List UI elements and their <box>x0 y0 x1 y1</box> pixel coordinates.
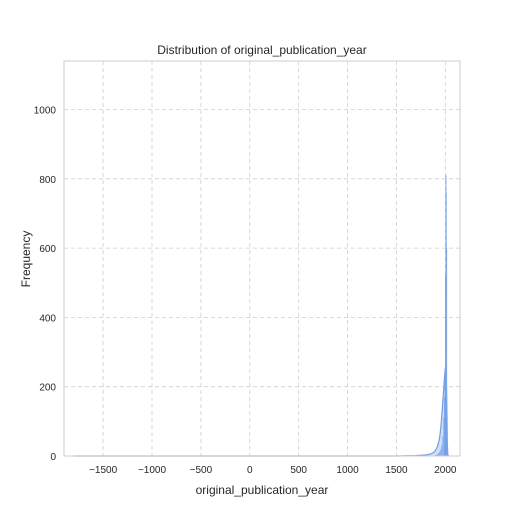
y-axis-label: Frequency <box>19 231 33 288</box>
x-tick-label: −500 <box>190 465 213 476</box>
histogram-bar <box>446 414 448 457</box>
x-tick-label: 1500 <box>385 465 408 476</box>
kde-area <box>73 366 449 456</box>
y-tick-label: 1000 <box>34 106 57 117</box>
x-tick-label: 0 <box>247 465 253 476</box>
kde-line <box>73 366 449 457</box>
chart-title: Distribution of original_publication_yea… <box>157 43 366 57</box>
y-tick-label: 800 <box>39 175 56 186</box>
y-tick-label: 600 <box>39 244 56 255</box>
plot-frame <box>63 60 461 457</box>
y-tick-label: 200 <box>39 383 56 394</box>
kde-curve-layer <box>73 366 449 457</box>
x-tick-label: 1000 <box>336 465 359 476</box>
x-tick-labels: −1500 −1000 −500 0 500 1000 1500 2000 <box>89 465 457 476</box>
x-axis-label: original_publication_year <box>196 483 329 497</box>
grid-lines <box>64 61 460 457</box>
x-tick-label: 2000 <box>434 465 457 476</box>
y-tick-label: 0 <box>50 452 56 463</box>
x-tick-label: −1500 <box>89 465 118 476</box>
y-tick-labels: 0 200 400 600 800 1000 <box>34 106 57 463</box>
x-tick-label: −1000 <box>138 465 167 476</box>
y-tick-label: 400 <box>39 313 56 324</box>
x-tick-label: 500 <box>290 465 307 476</box>
